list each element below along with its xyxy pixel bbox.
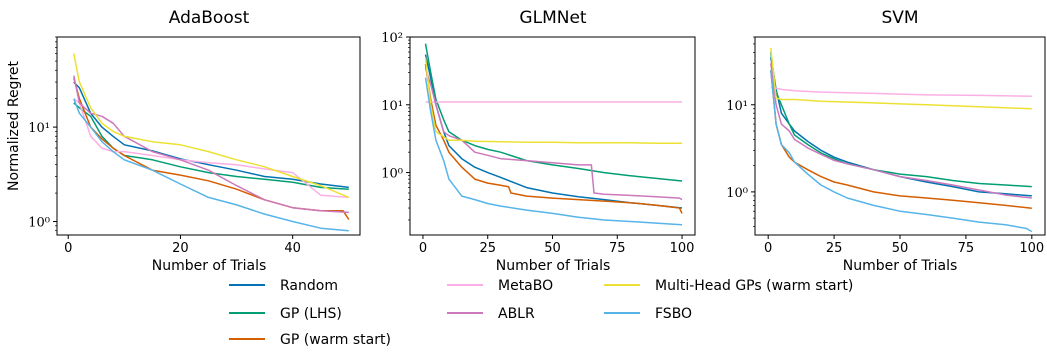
series-line-fsbo — [73, 98, 349, 232]
legend-label: ABLR — [498, 306, 535, 322]
series-line-fsbo — [424, 77, 683, 226]
x-tick-label: 75 — [609, 241, 626, 256]
x-axis-label: Number of Trials — [843, 258, 958, 274]
y-tick-label: 10¹ — [28, 121, 50, 136]
legend-item-fsbo: FSBO — [604, 306, 692, 322]
legend-label: FSBO — [655, 306, 692, 322]
series-line-random — [73, 81, 349, 189]
series-group — [424, 43, 683, 226]
y-tick-label: 10¹ — [726, 99, 748, 114]
y-tick-label: 10² — [381, 31, 403, 46]
panel-title: AdaBoost — [169, 8, 250, 28]
y-tick-label: 10⁰ — [28, 216, 50, 231]
x-tick-label: 100 — [670, 241, 695, 256]
series-line-gp-warm-start — [424, 63, 683, 214]
x-tick-label: 100 — [1019, 241, 1044, 256]
legend-item-gp-lhs: GP (LHS) — [229, 306, 342, 322]
series-line-ablr — [73, 75, 349, 214]
series-line-multi-head-gps-warm-start — [73, 53, 350, 199]
legend-label: GP (LHS) — [280, 306, 342, 322]
x-tick-label: 0 — [419, 241, 427, 256]
series-group — [73, 53, 350, 232]
x-axis-label: Number of Trials — [496, 258, 611, 274]
y-tick-label: 10¹ — [381, 99, 403, 114]
plot-area: 0 25 50 75 100 10⁰ 10¹ 10² — [381, 31, 696, 256]
series-line-fsbo — [770, 70, 1033, 233]
x-axis-label: Number of Trials — [152, 258, 267, 274]
series-line-ablr — [424, 67, 683, 201]
series-line-random — [424, 54, 683, 209]
panel-title: SVM — [881, 8, 918, 28]
legend-label: Random — [280, 278, 338, 294]
panel-adaboost: AdaBoost 0 20 40 10⁰ 10¹ Number of Trials No… — [6, 8, 361, 274]
x-tick-label: 20 — [172, 241, 189, 256]
legend-item-metabo: MetaBO — [447, 278, 553, 294]
series-line-multi-head-gps-warm-start — [424, 57, 682, 145]
series-line-multi-head-gps-warm-start — [770, 47, 1032, 110]
x-tick-label: 75 — [958, 241, 975, 256]
series-line-metabo — [770, 86, 1032, 98]
series-line-gp-lhs — [770, 52, 1032, 188]
legend: Random GP (LHS) GP (warm start) MetaBO A… — [229, 278, 853, 348]
x-tick-label: 25 — [826, 241, 843, 256]
y-axis-label: Normalized Regret — [6, 60, 22, 191]
legend-item-random: Random — [229, 278, 338, 294]
x-tick-label: 0 — [764, 241, 772, 256]
y-tick-label: 10⁰ — [381, 167, 403, 182]
series-line-ablr — [770, 63, 1032, 199]
legend-item-ablr: ABLR — [447, 306, 535, 322]
x-tick-label: 25 — [479, 241, 496, 256]
legend-item-multi-head-gps: Multi-Head GPs (warm start) — [604, 278, 853, 294]
x-tick-label: 50 — [544, 241, 561, 256]
series-group — [770, 47, 1033, 233]
panel-title: GLMNet — [519, 8, 586, 28]
series-line-gp-lhs — [424, 43, 683, 182]
x-tick-label: 50 — [892, 241, 909, 256]
plot-area: 0 20 40 10⁰ 10¹ — [28, 36, 361, 256]
x-tick-label: 0 — [64, 241, 72, 256]
legend-label: Multi-Head GPs (warm start) — [655, 278, 853, 294]
panel-svm: SVM 0 25 50 75 100 10⁰ 10¹ Number of Trials — [726, 8, 1046, 274]
series-line-gp-lhs — [73, 102, 349, 190]
x-tick-label: 40 — [284, 241, 301, 256]
y-tick-label: 10⁰ — [726, 186, 748, 201]
series-line-metabo — [73, 98, 349, 199]
panel-glmnet: GLMNet 0 25 50 75 100 10⁰ 10¹ 10² Number of Tri… — [381, 8, 696, 274]
legend-label: GP (warm start) — [280, 332, 391, 348]
legend-label: MetaBO — [498, 278, 553, 294]
legend-item-gp-warm-start: GP (warm start) — [229, 332, 391, 348]
plot-area: 0 25 50 75 100 10⁰ 10¹ — [726, 36, 1046, 256]
series-line-gp-warm-start — [770, 70, 1032, 209]
series-line-random — [770, 57, 1032, 197]
